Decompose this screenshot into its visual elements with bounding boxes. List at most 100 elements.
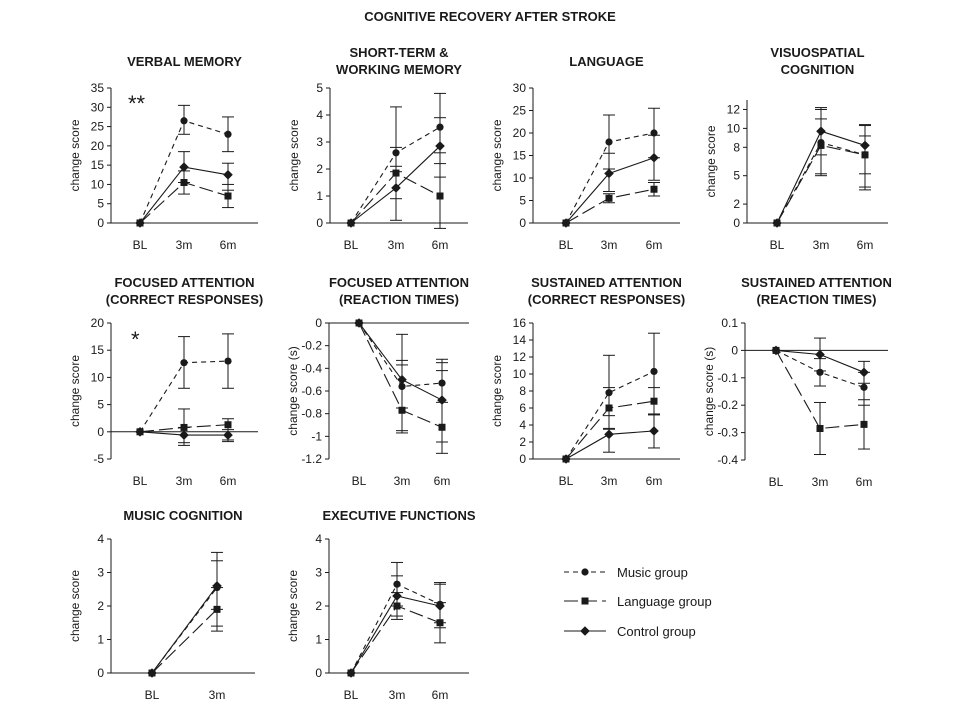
panel-sustained-attention-reaction-times: SUSTAINED ATTENTION (REACTION TIMES) 0.1 0 -… bbox=[702, 275, 892, 489]
y-tick-label: 5 bbox=[519, 194, 526, 208]
data-point bbox=[604, 429, 614, 440]
y-tick-label: 3 bbox=[97, 566, 104, 580]
x-tick-label: 6m bbox=[220, 474, 237, 488]
significance-annotation: ** bbox=[128, 91, 146, 116]
data-point bbox=[392, 149, 400, 157]
y-tick-label: 12 bbox=[727, 102, 741, 116]
y-axis-label: change score bbox=[490, 119, 504, 191]
x-tick-label: BL bbox=[145, 688, 160, 702]
series-music-group bbox=[347, 92, 446, 227]
y-tick-label: 4 bbox=[316, 108, 323, 122]
x-tick-label: BL bbox=[559, 238, 574, 252]
series-music-group bbox=[773, 108, 871, 227]
data-point bbox=[180, 117, 188, 125]
y-axis-label: change score (s) bbox=[702, 347, 716, 436]
x-tick-label: 6m bbox=[646, 238, 663, 252]
y-tick-label: 10 bbox=[727, 121, 741, 135]
series-control-group bbox=[354, 318, 448, 443]
series-line bbox=[151, 585, 218, 674]
y-tick-label: -0.2 bbox=[301, 339, 322, 353]
y-tick-label: 5 bbox=[316, 81, 323, 95]
legend-marker bbox=[580, 626, 590, 636]
x-tick-label: BL bbox=[770, 238, 785, 252]
data-point bbox=[816, 126, 826, 137]
y-axis-label: change score bbox=[68, 570, 82, 642]
y-tick-label: 10 bbox=[91, 370, 105, 384]
x-tick-label: 6m bbox=[432, 688, 449, 702]
y-tick-label: 25 bbox=[91, 120, 105, 134]
panel-title: (CORRECT RESPONSES) bbox=[528, 292, 685, 307]
y-tick-label: 15 bbox=[91, 158, 105, 172]
data-point bbox=[223, 430, 233, 440]
y-tick-label: 0 bbox=[519, 216, 526, 230]
series-language-group bbox=[773, 118, 871, 227]
y-tick-label: 2 bbox=[733, 197, 740, 211]
y-tick-label: -0.8 bbox=[301, 407, 322, 421]
y-tick-label: 1 bbox=[315, 633, 322, 647]
y-tick-label: 10 bbox=[91, 177, 105, 191]
y-tick-label: 1 bbox=[97, 633, 104, 647]
data-point bbox=[815, 349, 825, 360]
data-point bbox=[135, 427, 145, 437]
data-point bbox=[223, 169, 233, 180]
data-point bbox=[604, 168, 614, 179]
y-axis-label: change score bbox=[68, 119, 82, 191]
panel-executive-functions: EXECUTIVE FUNCTIONS 0 1 2 3 4 change score BL 3m… bbox=[286, 508, 476, 702]
data-point bbox=[224, 421, 232, 429]
y-tick-label: -0.2 bbox=[717, 398, 738, 412]
panel-verbal-memory: VERBAL MEMORY 0 5 10 15 20 25 30 35 change score B… bbox=[68, 54, 258, 252]
data-point bbox=[605, 389, 613, 397]
x-tick-label: BL bbox=[133, 474, 148, 488]
series-language-group bbox=[562, 387, 660, 463]
panel-title: EXECUTIVE FUNCTIONS bbox=[322, 508, 475, 523]
panel-title: WORKING MEMORY bbox=[336, 62, 462, 77]
y-tick-label: 3 bbox=[316, 135, 323, 149]
panel-title: COGNITION bbox=[781, 62, 855, 77]
y-tick-label: -1 bbox=[311, 429, 322, 443]
y-tick-label: 25 bbox=[513, 104, 527, 118]
y-axis-label: change score bbox=[287, 119, 301, 191]
y-tick-label: -0.4 bbox=[301, 361, 322, 375]
y-tick-label: -0.3 bbox=[717, 426, 738, 440]
panel-title: SUSTAINED ATTENTION bbox=[741, 275, 892, 290]
data-point bbox=[179, 162, 189, 172]
y-tick-label: 0 bbox=[315, 666, 322, 680]
x-tick-label: 6m bbox=[432, 238, 449, 252]
figure-title: COGNITIVE RECOVERY AFTER STROKE bbox=[364, 9, 616, 24]
y-tick-label: -0.1 bbox=[717, 371, 738, 385]
data-point bbox=[179, 430, 189, 440]
data-point bbox=[435, 601, 445, 611]
series-control-group bbox=[135, 426, 234, 444]
panel-focused-attention-correct-responses: FOCUSED ATTENTION (CORRECT RESPONSES) -5 0 5… bbox=[68, 275, 263, 488]
data-point bbox=[397, 374, 407, 385]
x-tick-label: BL bbox=[352, 474, 367, 488]
x-tick-label: 6m bbox=[857, 238, 874, 252]
data-point bbox=[224, 192, 232, 200]
series-control-group bbox=[771, 337, 870, 384]
x-tick-label: 6m bbox=[646, 474, 663, 488]
y-tick-label: 2 bbox=[97, 599, 104, 613]
significance-annotation: * bbox=[131, 327, 140, 352]
y-tick-label: 8 bbox=[519, 384, 526, 398]
y-tick-label: 5 bbox=[97, 197, 104, 211]
y-tick-label: 5 bbox=[97, 398, 104, 412]
y-axis-label: change score bbox=[490, 355, 504, 427]
data-point bbox=[346, 218, 356, 228]
panel-title: VERBAL MEMORY bbox=[127, 54, 242, 69]
series-language-group bbox=[347, 106, 446, 229]
data-point bbox=[605, 138, 613, 146]
y-tick-label: -5 bbox=[93, 452, 104, 466]
y-tick-label: 0 bbox=[97, 216, 104, 230]
panel-title: LANGUAGE bbox=[569, 54, 644, 69]
panel-title: SUSTAINED ATTENTION bbox=[531, 275, 682, 290]
series-control-group bbox=[772, 107, 871, 228]
y-tick-label: 2 bbox=[519, 435, 526, 449]
data-point bbox=[180, 359, 188, 367]
data-point bbox=[816, 424, 824, 432]
legend-marker bbox=[581, 568, 589, 576]
series-line bbox=[565, 132, 655, 224]
data-point bbox=[391, 183, 401, 193]
panel-language: LANGUAGE 0 5 10 15 20 25 30 change score BL 3m 6m bbox=[490, 54, 680, 252]
